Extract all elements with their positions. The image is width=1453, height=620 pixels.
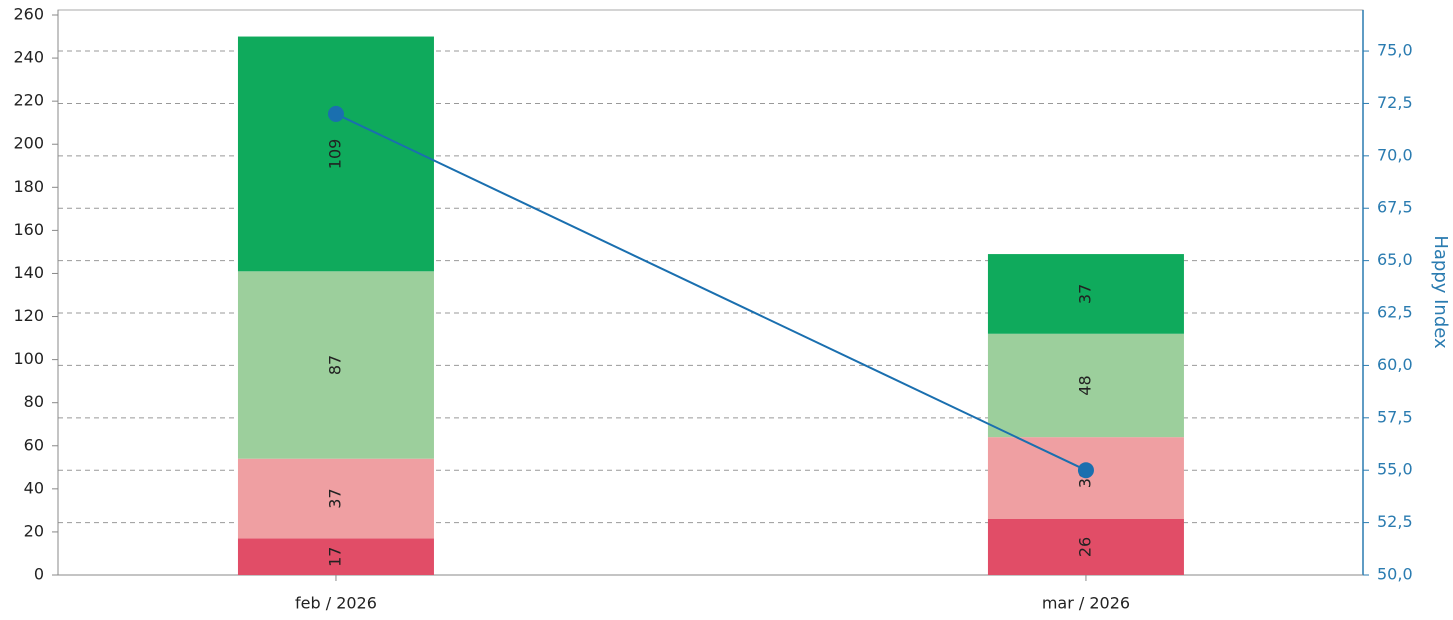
y2-tick-label: 72,5 [1377,93,1413,112]
y-tick-label: 240 [13,48,44,67]
y-tick-label: 120 [13,306,44,325]
y-tick-label: 180 [13,177,44,196]
y2-tick-label: 65,0 [1377,250,1413,269]
line-point [327,105,344,122]
data-label: 26 [1075,537,1094,557]
y-tick-label: 20 [24,521,44,540]
data-label: 37 [1075,284,1094,304]
y2-tick-label: 70,0 [1377,145,1413,164]
y-tick-label: 140 [13,263,44,282]
y-tick-label: 60 [24,435,44,454]
data-label: 87 [325,355,344,375]
y-tick-label: 40 [24,478,44,497]
bar-segment [237,458,434,539]
y2-tick-label: 50,0 [1377,565,1413,584]
y2-tick-label: 57,5 [1377,407,1413,426]
bar-segment [987,254,1184,334]
y-tick-label: 80 [24,392,44,411]
y2-tick-label: 67,5 [1377,198,1413,217]
y-tick-label: 220 [13,91,44,110]
y2-tick-label: 60,0 [1377,355,1413,374]
y2-tick-label: 55,0 [1377,460,1413,479]
y2-axis-label: Happy Index [1430,235,1451,349]
y-tick-label: 160 [13,220,44,239]
y2-tick-label: 52,5 [1377,512,1413,531]
x-tick-label: mar / 2026 [1042,594,1130,613]
y2-tick-label: 75,0 [1377,41,1413,60]
y2-tick-label: 62,5 [1377,303,1413,322]
bar-segment [237,538,434,575]
y-tick-label: 100 [13,349,44,368]
bar-segment [237,36,434,272]
bar-segment [987,333,1184,438]
line [335,113,1087,472]
y-tick-label: 200 [13,134,44,153]
data-label: 109 [325,139,344,170]
x-tick-label: feb / 2026 [295,594,377,613]
bar-segment [987,519,1184,575]
bar-segment [237,271,434,459]
y-tick-label: 260 [13,5,44,24]
data-label: 48 [1075,375,1094,395]
line-point [1077,462,1094,479]
data-label: 37 [325,488,344,508]
y-tick-label: 0 [34,565,44,584]
data-label: 17 [325,547,344,567]
